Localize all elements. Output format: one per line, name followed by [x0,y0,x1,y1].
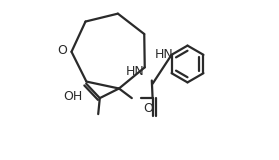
Text: O: O [143,102,153,115]
Text: OH: OH [64,90,83,103]
Text: HN: HN [126,65,145,78]
Text: HN: HN [155,48,174,61]
Text: O: O [57,44,67,57]
